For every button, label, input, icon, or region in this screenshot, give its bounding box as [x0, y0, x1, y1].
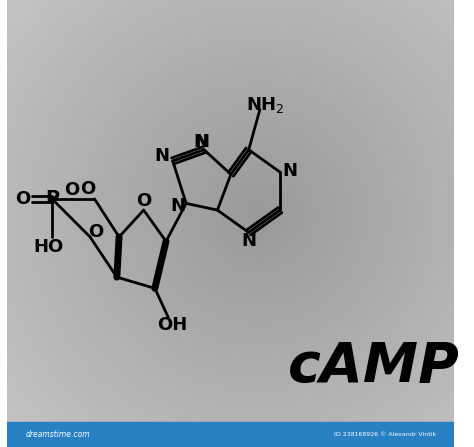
- Circle shape: [83, 40, 432, 389]
- Circle shape: [18, 0, 474, 447]
- Circle shape: [254, 211, 262, 219]
- Text: O: O: [15, 190, 31, 208]
- Circle shape: [45, 2, 470, 427]
- Circle shape: [121, 78, 394, 351]
- Text: O: O: [64, 181, 80, 199]
- Circle shape: [87, 44, 428, 385]
- Circle shape: [208, 165, 307, 264]
- Circle shape: [26, 0, 474, 446]
- Circle shape: [91, 47, 425, 382]
- Text: cAMP: cAMP: [288, 340, 460, 393]
- Circle shape: [178, 135, 337, 294]
- Circle shape: [56, 13, 459, 416]
- Text: N: N: [193, 133, 208, 151]
- Circle shape: [22, 0, 474, 447]
- Circle shape: [72, 29, 444, 401]
- Circle shape: [238, 196, 277, 233]
- Circle shape: [49, 5, 466, 424]
- Text: N: N: [194, 133, 210, 151]
- Circle shape: [250, 207, 265, 222]
- Circle shape: [79, 36, 436, 393]
- Circle shape: [98, 55, 417, 374]
- Circle shape: [216, 173, 300, 257]
- Circle shape: [166, 123, 349, 306]
- Text: N: N: [154, 148, 169, 165]
- Circle shape: [151, 108, 364, 321]
- Circle shape: [7, 0, 474, 447]
- Circle shape: [155, 112, 360, 317]
- Circle shape: [246, 203, 269, 226]
- Circle shape: [170, 127, 345, 302]
- Circle shape: [113, 70, 402, 359]
- Circle shape: [117, 74, 398, 355]
- Text: N: N: [171, 197, 186, 215]
- Circle shape: [125, 81, 391, 348]
- Text: O: O: [88, 224, 103, 241]
- Circle shape: [94, 51, 421, 378]
- Circle shape: [144, 101, 372, 329]
- Circle shape: [223, 181, 292, 249]
- Circle shape: [3, 0, 474, 447]
- Text: N: N: [283, 162, 297, 180]
- Text: dreamstime.com: dreamstime.com: [25, 430, 90, 439]
- Text: O: O: [137, 192, 152, 210]
- Circle shape: [11, 0, 474, 447]
- Circle shape: [235, 192, 281, 237]
- Circle shape: [231, 188, 284, 241]
- Text: P: P: [45, 190, 59, 208]
- Circle shape: [243, 199, 273, 230]
- Circle shape: [75, 32, 440, 397]
- Circle shape: [136, 93, 379, 336]
- Circle shape: [30, 0, 474, 443]
- Bar: [7, 422, 455, 447]
- Circle shape: [68, 25, 447, 405]
- Circle shape: [159, 116, 356, 313]
- Circle shape: [109, 67, 406, 363]
- Circle shape: [219, 177, 296, 253]
- Circle shape: [163, 119, 353, 310]
- Text: O: O: [80, 180, 95, 198]
- Circle shape: [189, 146, 326, 283]
- Circle shape: [34, 0, 474, 439]
- Circle shape: [106, 63, 410, 367]
- Circle shape: [182, 139, 334, 291]
- Circle shape: [60, 17, 455, 412]
- Circle shape: [204, 161, 311, 268]
- Circle shape: [140, 97, 375, 333]
- Circle shape: [201, 158, 315, 272]
- Text: OH: OH: [157, 316, 188, 334]
- Circle shape: [15, 0, 474, 447]
- Circle shape: [128, 85, 387, 344]
- Text: HO: HO: [33, 238, 64, 256]
- Circle shape: [227, 184, 288, 245]
